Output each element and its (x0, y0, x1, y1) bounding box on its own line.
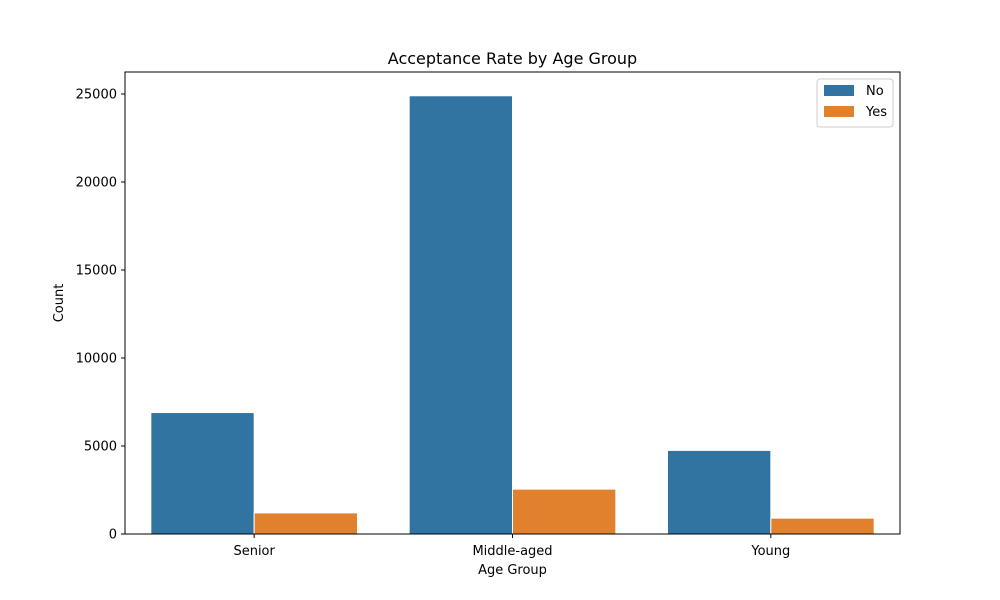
x-axis: Senior Middle-aged Young (233, 534, 790, 559)
x-tick-label-middle-aged: Middle-aged (472, 544, 552, 559)
x-tick-label-young: Young (750, 544, 790, 559)
y-tick-label: 0 (109, 528, 117, 543)
y-tick-label: 15000 (76, 264, 117, 279)
bar-yes-senior (253, 512, 359, 535)
chart-title: Acceptance Rate by Age Group (388, 49, 637, 68)
y-tick-label: 5000 (84, 440, 117, 455)
y-axis-label: Count (52, 284, 67, 323)
x-tick-label-senior: Senior (233, 544, 275, 559)
y-axis: 0 5000 10000 15000 20000 25000 (76, 88, 125, 543)
bar-yes-young (770, 517, 875, 535)
y-tick-label: 10000 (76, 352, 117, 367)
legend-label-no: No (866, 84, 884, 99)
bar-yes-middle-aged (512, 488, 617, 535)
bar-no-young (667, 449, 772, 535)
bars-group (150, 95, 875, 535)
legend-swatch-no (824, 85, 854, 96)
bar-no-senior (150, 412, 255, 535)
y-tick-label: 25000 (76, 88, 117, 103)
y-tick-label: 20000 (76, 176, 117, 191)
legend: No Yes (816, 78, 894, 128)
x-axis-label: Age Group (478, 563, 547, 578)
legend-label-yes: Yes (865, 105, 887, 120)
legend-swatch-yes (824, 106, 854, 117)
bar-no-middle-aged (408, 95, 513, 535)
